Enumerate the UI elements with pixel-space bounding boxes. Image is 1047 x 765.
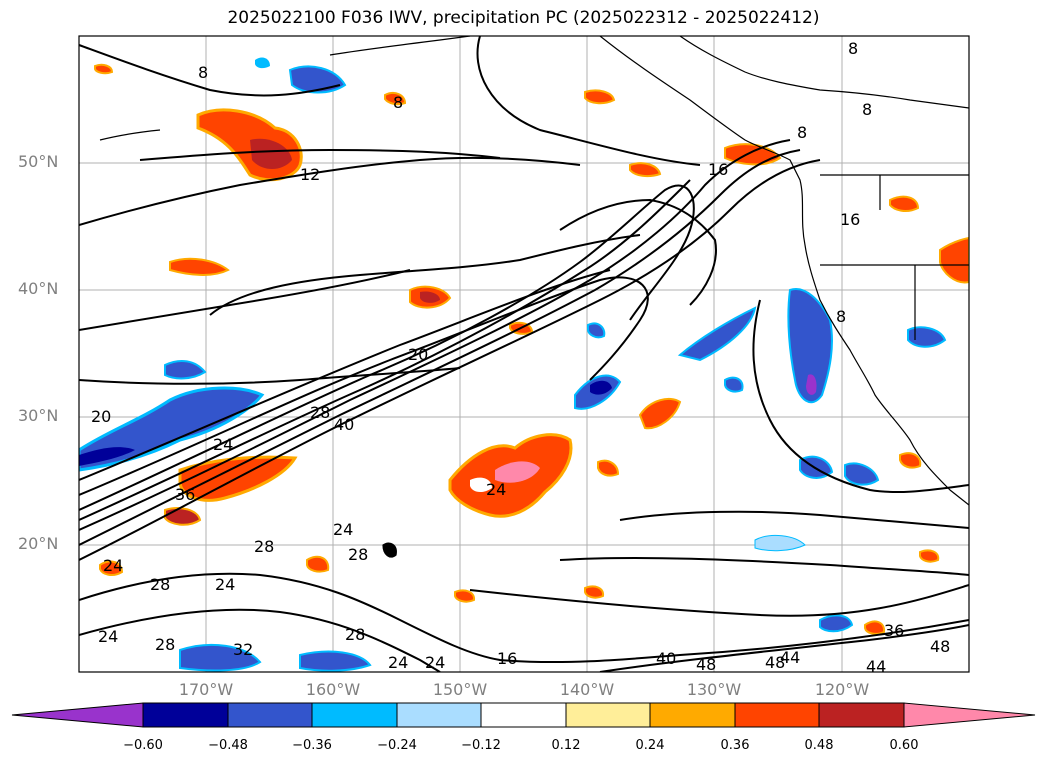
contour-label: 8 [848,39,858,58]
contour-label: 44 [866,657,886,676]
colorbar-tick: −0.36 [292,738,332,753]
contour-label: 8 [198,63,208,82]
lon-label: 170°W [178,680,234,699]
colorbar-tick: 0.36 [720,738,750,753]
contour-label: 28 [348,545,368,564]
contour-label: 48 [930,637,950,656]
colorbar-swatch [565,702,651,728]
lon-label: 140°W [559,680,615,699]
colorbar-tick: 0.60 [889,738,919,753]
contour-labels: 8 8 8 8 8 12 16 16 20 20 24 28 40 36 24 … [91,39,950,676]
contour-label: 24 [103,556,123,575]
contour-label: 24 [486,480,506,499]
contour-label: 28 [150,575,170,594]
contour-label: 12 [300,165,320,184]
contour-label: 28 [345,625,365,644]
contour-label: 8 [836,307,846,326]
colorbar-tick: −0.60 [123,738,163,753]
colorbar-swatch [142,702,229,728]
contour-label: 24 [333,520,353,539]
chart-title: 2025022100 F036 IWV, precipitation PC (2… [227,8,820,28]
colorbar-swatch [227,702,313,728]
colorbar-swatch [818,702,905,728]
colorbar-extend-left [11,702,144,728]
contour-label: 20 [408,345,428,364]
contour-label: 28 [155,635,175,654]
contour-label: 24 [213,435,233,454]
colorbar-swatch [311,702,398,728]
contour-label: 8 [797,123,807,142]
lat-label: 30°N [18,406,59,425]
colorbar-tick: 0.48 [804,738,834,753]
lat-label: 20°N [18,534,59,553]
contour-label: 24 [98,627,118,646]
contour-label: 36 [884,621,904,640]
contour-label: 16 [840,210,860,229]
colorbar-tick: −0.12 [461,738,501,753]
contour-label: 8 [393,93,403,112]
contour-label: 48 [765,653,785,672]
contour-label: 28 [254,537,274,556]
colorbar-swatch [649,702,736,728]
iwv-contours [79,36,969,672]
contour-label: 16 [497,649,517,668]
contour-label: 8 [862,100,872,119]
coastlines [99,36,969,558]
map-frame [78,35,970,673]
contour-label: 20 [91,407,111,426]
contour-label: 24 [215,575,235,594]
contour-label: 16 [708,160,728,179]
colorbar-swatch [396,702,482,728]
colorbar-swatch [734,702,820,728]
colorbar-swatch [480,702,567,728]
colorbar-tick: 0.24 [635,738,665,753]
contour-label: 24 [425,653,445,672]
contour-label: 36 [175,485,195,504]
contour-label: 40 [334,415,354,434]
negative-anomaly-shading [79,57,947,672]
colorbar-tick: −0.24 [377,738,417,753]
lon-label: 160°W [305,680,361,699]
colorbar-tick: −0.48 [208,738,248,753]
colorbar [11,702,1036,728]
lat-label: 50°N [18,152,59,171]
lon-label: 120°W [814,680,870,699]
lat-label: 40°N [18,279,59,298]
positive-anomaly-shading [94,63,969,635]
contour-label: 28 [310,403,330,422]
contour-label: 40 [656,649,676,668]
contour-label: 44 [780,648,800,667]
contour-label: 48 [696,655,716,674]
colorbar-tick: 0.12 [551,738,581,753]
lon-label: 150°W [432,680,488,699]
contour-label: 32 [233,640,253,659]
contour-label: 24 [388,653,408,672]
lon-label: 130°W [686,680,742,699]
colorbar-extend-right [903,702,1036,728]
